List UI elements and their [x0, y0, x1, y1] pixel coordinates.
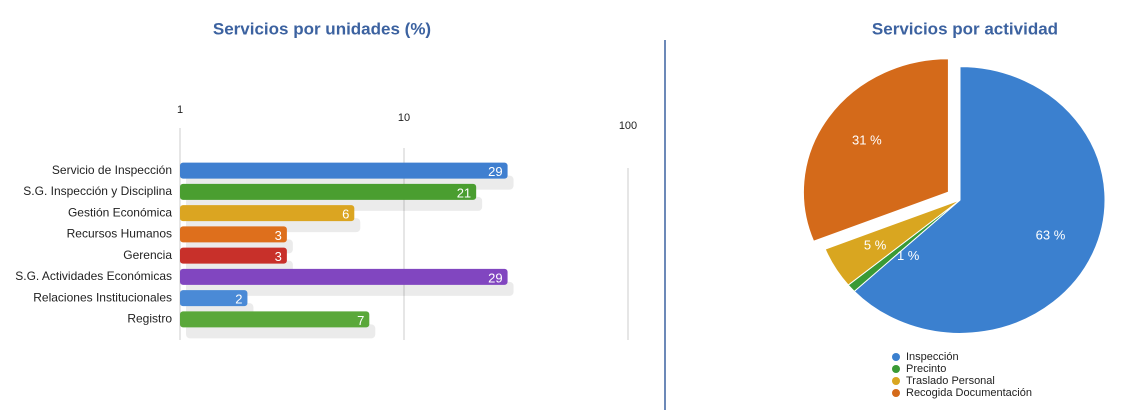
value-label: 3 [275, 228, 282, 243]
x-tick-label: 10 [398, 112, 410, 124]
chart-title: Servicios por actividad [872, 19, 1058, 38]
category-label: Relaciones Institucionales [33, 290, 172, 304]
slice-label: 5 % [864, 238, 887, 253]
category-label: Gestión Económica [68, 205, 172, 219]
bar [180, 226, 287, 243]
category-label: Servicio de Inspección [52, 163, 172, 177]
value-label: 3 [275, 249, 282, 264]
legend-label: Inspección [906, 351, 959, 363]
value-label: 29 [488, 164, 502, 179]
legend-marker [892, 377, 900, 385]
value-label: 21 [457, 185, 471, 200]
legend-label: Recogida Documentación [906, 387, 1032, 399]
x-tick-label: 1 [177, 104, 183, 116]
slice-label: 31 % [852, 133, 882, 148]
pie-slice [824, 199, 961, 286]
bar [180, 268, 508, 285]
legend-label: Traslado Personal [906, 375, 995, 387]
slice-label: 63 % [1036, 227, 1066, 242]
value-label: 7 [357, 313, 364, 328]
pie-slice [802, 58, 949, 242]
bar-shadow [186, 281, 514, 296]
chart-title: Servicios por unidades (%) [213, 19, 431, 38]
value-label: 6 [342, 207, 349, 222]
pie-slice [853, 66, 1106, 334]
slice-label: 1 % [897, 248, 920, 263]
value-label: 2 [235, 292, 242, 307]
bar [180, 290, 248, 307]
category-label: S.G. Actividades Económicas [15, 269, 172, 283]
legend-label: Precinto [906, 363, 946, 375]
value-label: 29 [488, 270, 502, 285]
legend-marker [892, 353, 900, 361]
bar [180, 162, 508, 179]
bar [180, 247, 287, 264]
category-label: S.G. Inspección y Disciplina [23, 184, 172, 198]
category-label: Registro [127, 312, 172, 326]
bar [180, 311, 370, 328]
legend-marker [892, 389, 900, 397]
category-label: Gerencia [123, 248, 172, 262]
bar [180, 183, 477, 200]
category-label: Recursos Humanos [67, 227, 172, 241]
bar-shadow [186, 324, 376, 339]
bar [180, 205, 355, 222]
legend-marker [892, 365, 900, 373]
x-tick-label: 100 [619, 120, 637, 132]
